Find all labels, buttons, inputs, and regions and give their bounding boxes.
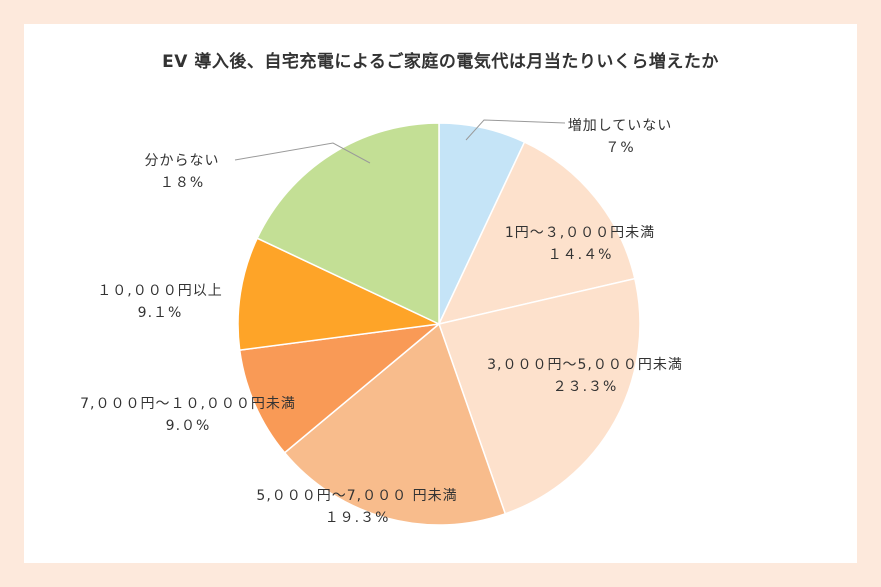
- slice-label-text: 7,０００円～１０,０００円未満: [80, 396, 296, 412]
- slice-value-text: ７%: [605, 140, 635, 156]
- slice-value-text: １４.４%: [547, 247, 613, 263]
- slice-value-text: ２３.３%: [552, 379, 618, 395]
- label-3000-5000: 3,０００円～5,０００円未満 ２３.３%: [487, 354, 683, 398]
- label-no-increase: 増加していない ７%: [568, 115, 673, 159]
- slice-value-text: 9.１%: [137, 305, 183, 321]
- pie-slice-4: [238, 322, 442, 454]
- slice-value-text: １９.３%: [324, 510, 390, 526]
- pie-slice-3: [283, 322, 507, 526]
- slice-label-text: 3,０００円～5,０００円未満: [487, 357, 683, 373]
- leader-line-1: [234, 142, 371, 164]
- pie-slices: [237, 122, 641, 526]
- leader-lines: [234, 119, 566, 164]
- label-1-3000: 1円～３,０００円未満 １４.４%: [505, 222, 655, 266]
- slice-value-text: 9.０%: [165, 418, 211, 434]
- slice-label-text: 1円～３,０００円未満: [504, 225, 656, 241]
- leader-line-0: [465, 119, 566, 141]
- slice-value-text: １８%: [159, 175, 205, 191]
- label-7000-10000: 7,０００円～１０,０００円未満 9.０%: [80, 393, 296, 437]
- pie-slice-5: [237, 237, 442, 351]
- label-unknown: 分からない １８%: [145, 150, 220, 194]
- slice-label-text: 増加していない: [567, 118, 673, 134]
- slice-label-text: １０,０００円以上: [97, 283, 223, 299]
- chart-title: EV 導入後、自宅充電によるご家庭の電気代は月当たりいくら増えたか: [162, 52, 719, 72]
- label-5000-7000: 5,０００円～7,０００ 円未満 １９.３%: [256, 485, 457, 529]
- slice-label-text: 分からない: [144, 153, 220, 169]
- label-10000-plus: １０,０００円以上 9.１%: [97, 280, 222, 324]
- slice-label-text: 5,０００円～7,０００ 円未満: [256, 488, 458, 504]
- pie-slice-2: [438, 277, 641, 515]
- pie-slice-1: [437, 141, 636, 326]
- pie-slice-6: [256, 122, 440, 326]
